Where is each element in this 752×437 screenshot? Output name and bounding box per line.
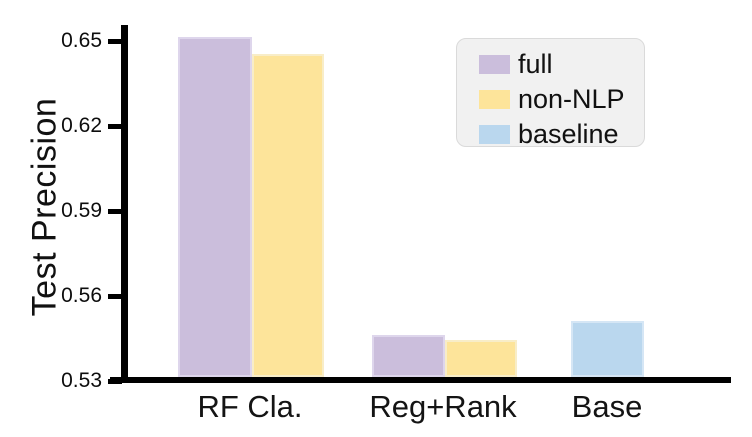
y-tick-label: 0.53	[61, 369, 102, 392]
legend-swatch-full	[479, 55, 510, 74]
y-tick-mark	[108, 294, 122, 299]
legend: full non-NLP baseline	[456, 38, 645, 148]
y-tick-label: 0.59	[61, 199, 102, 222]
y-tick-mark	[108, 379, 122, 384]
bar-base-baseline	[571, 321, 644, 377]
bar-reg-rank-non-nlp	[445, 340, 517, 377]
x-category-label: Reg+Rank	[369, 389, 517, 424]
y-tick-mark	[108, 124, 122, 129]
legend-entry-baseline: baseline	[457, 117, 644, 152]
y-tick-label: 0.56	[61, 284, 102, 307]
bar-rf-cla-full	[178, 37, 252, 377]
legend-swatch-baseline	[479, 125, 510, 144]
x-category-label: Base	[571, 389, 643, 424]
y-tick-mark	[108, 209, 122, 214]
legend-label: full	[518, 49, 553, 79]
legend-entry-full: full	[457, 47, 644, 82]
y-tick-label: 0.62	[61, 114, 102, 137]
bar-rf-cla-non-nlp	[252, 54, 324, 377]
y-axis-line	[121, 25, 128, 383]
y-tick-label: 0.65	[61, 29, 102, 52]
y-tick-mark	[108, 39, 122, 44]
legend-label: baseline	[518, 119, 619, 149]
legend-swatch-non-nlp	[479, 90, 510, 109]
legend-label: non-NLP	[518, 84, 625, 114]
legend-entry-non-nlp: non-NLP	[457, 82, 644, 117]
x-category-label: RF Cla.	[197, 389, 303, 424]
bar-reg-rank-full	[372, 335, 445, 377]
x-axis-line	[110, 377, 731, 383]
